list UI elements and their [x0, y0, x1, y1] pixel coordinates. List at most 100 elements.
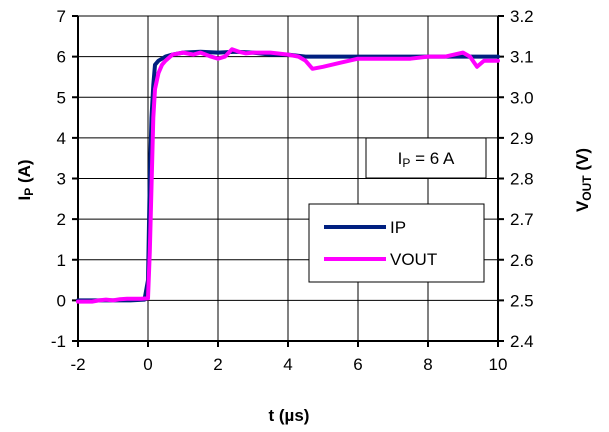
data-point-vout [171, 53, 174, 57]
data-point-vout [132, 297, 136, 301]
y-axis-title: IP (A) [15, 159, 36, 200]
data-point-vout [304, 59, 307, 63]
data-point-vout [251, 51, 255, 55]
series-layer [76, 47, 500, 304]
annotation-rest: = 6 A [410, 149, 455, 168]
data-point-vout [150, 185, 153, 189]
x-tick-label: 6 [353, 355, 362, 374]
annotation-box: IP = 6 A [365, 137, 487, 179]
series-line-vout [76, 47, 500, 304]
data-point-vout [356, 57, 360, 61]
data-point-vout [286, 53, 290, 57]
data-point-vout [409, 57, 412, 61]
data-point-vout [157, 71, 160, 75]
legend-frame [308, 203, 485, 283]
y-tick-label: 4 [57, 129, 66, 148]
data-point-vout [181, 51, 185, 55]
data-point-ip [496, 55, 500, 59]
x-tick-label: 8 [423, 355, 432, 374]
data-point-vout [461, 51, 465, 55]
data-point-ip [304, 55, 307, 59]
y-tick-label: 6 [57, 48, 66, 67]
annotation-sub: P [402, 156, 410, 170]
data-point-vout [97, 298, 101, 302]
y2-axis-title-unit: (V) [573, 148, 592, 175]
y-tick-label: 5 [57, 88, 66, 107]
x-tick-label: -2 [70, 355, 85, 374]
data-point-ip [216, 51, 220, 55]
x-tick-label: 0 [143, 355, 152, 374]
data-point-vout [339, 61, 342, 65]
y2-tick-label: 3.2 [510, 7, 534, 26]
data-point-vout [496, 59, 500, 63]
y2-tick-label: 2.8 [510, 170, 534, 189]
data-point-vout [104, 298, 108, 302]
data-point-ip [461, 55, 465, 59]
data-point-vout [223, 55, 227, 59]
data-point-vout [146, 296, 150, 300]
y-tick-label: 0 [57, 291, 66, 310]
annotation-main: I [398, 149, 403, 168]
y-tick-label: 2 [57, 210, 66, 229]
y2-tick-label: 2.5 [510, 291, 534, 310]
data-point-vout [118, 297, 122, 301]
ticks: -2 0 2 4 6 8 10 -1 0 1 2 3 4 5 6 7 2.4 2.5 2.6 2.7 2.8 2.9 3.0… [51, 7, 534, 374]
data-point-vout [139, 297, 143, 301]
data-point-vout [269, 51, 272, 55]
data-point-vout [297, 55, 300, 59]
legend-label-ip: IP [390, 218, 406, 237]
y-axis-title-main: I [15, 196, 34, 201]
y2-tick-label: 2.4 [510, 332, 534, 351]
data-point-ip [160, 57, 164, 61]
data-point-vout [164, 59, 167, 63]
data-point-vout [151, 116, 155, 120]
y-tick-label: -1 [51, 332, 66, 351]
x-tick-label: 2 [213, 355, 222, 374]
annotation-text: IP = 6 A [398, 149, 455, 170]
y2-axis-title-sub: OUT [580, 175, 594, 201]
legend-label-vout: VOUT [390, 250, 437, 269]
data-point-vout [311, 67, 314, 71]
data-point-vout [482, 59, 486, 63]
data-point-vout [111, 298, 115, 302]
y-tick-label: 7 [57, 7, 66, 26]
data-point-vout [216, 57, 220, 61]
x-axis-title: t (µs) [269, 406, 310, 425]
data-point-vout [153, 87, 157, 91]
y2-tick-label: 3.0 [510, 88, 534, 107]
data-point-vout [426, 55, 430, 59]
data-point-ip [164, 55, 167, 59]
data-point-vout [444, 55, 447, 59]
data-point-vout [321, 65, 325, 69]
data-point-vout [230, 47, 234, 51]
data-point-vout [374, 57, 377, 61]
data-point-ip [153, 63, 157, 67]
data-point-vout [475, 65, 479, 69]
y-tick-label: 1 [57, 251, 66, 270]
data-point-vout [192, 53, 195, 57]
data-point-vout [244, 51, 248, 55]
y2-tick-label: 2.9 [510, 129, 534, 148]
y-axis-title-sub: P [22, 188, 36, 196]
data-point-ip [157, 59, 160, 63]
data-point-vout [76, 300, 80, 304]
y-axis-title-unit: (A) [15, 159, 34, 187]
y-tick-label: 3 [57, 170, 66, 189]
annotation-frame [365, 137, 487, 179]
y2-tick-label: 2.6 [510, 251, 534, 270]
data-point-vout [468, 55, 472, 59]
data-point-vout [199, 51, 202, 55]
y2-axis-title: VOUT (V) [573, 148, 594, 212]
data-point-ip [479, 55, 482, 59]
data-point-vout [209, 55, 213, 59]
data-point-vout [391, 57, 395, 61]
data-point-ip [321, 55, 325, 59]
data-point-vout [90, 300, 94, 304]
y2-tick-label: 2.7 [510, 210, 534, 229]
y2-tick-label: 3.1 [510, 48, 534, 67]
data-point-vout [125, 297, 129, 301]
data-point-vout [148, 250, 152, 254]
y2-axis-title-main: V [573, 200, 592, 212]
